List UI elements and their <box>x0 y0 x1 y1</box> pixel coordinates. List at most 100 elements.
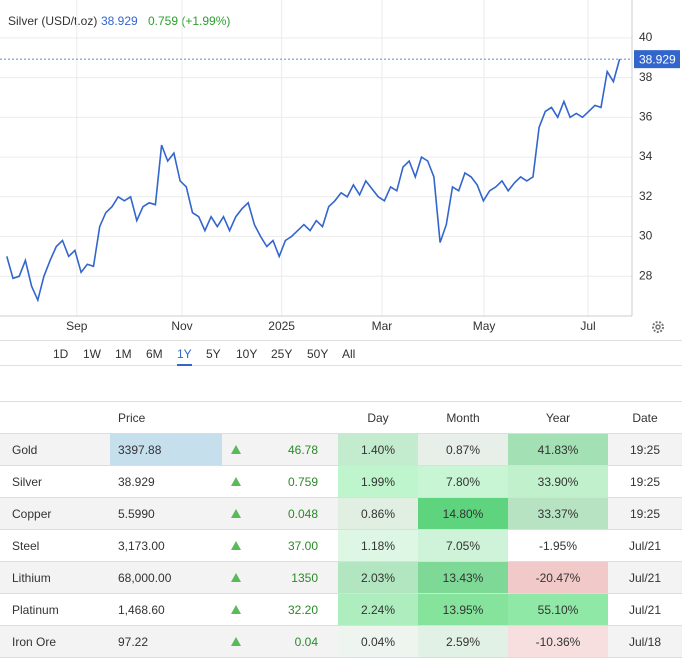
table-cell: 19:25 <box>608 465 682 498</box>
column-header <box>250 401 338 434</box>
table-cell: 3,173.00 <box>110 529 222 562</box>
up-arrow <box>222 433 250 466</box>
column-header: Price <box>110 401 222 434</box>
table-cell: 1350 <box>250 561 338 594</box>
column-header: Year <box>508 401 608 434</box>
up-arrow <box>222 497 250 530</box>
x-tick-label: Nov <box>171 319 192 333</box>
arrow-icon <box>231 444 241 454</box>
last-price-label: 38.929 <box>639 52 676 66</box>
x-tick-label: Mar <box>372 319 393 333</box>
table-row: Platinum 1,468.60 32.20 2.24% 13.95% 55.10% Ju… <box>0 593 682 626</box>
y-tick-label: 40 <box>639 30 653 44</box>
table-cell: 32.20 <box>250 593 338 626</box>
table-row: Silver 38.929 0.759 1.99% 7.80% 33.90% 19:25 <box>0 465 682 498</box>
price-line <box>6 58 621 303</box>
table-cell: 0.04% <box>338 625 418 658</box>
table-row: Steel 3,173.00 37.00 1.18% 7.05% -1.95% Jul/21 <box>0 529 682 562</box>
table-cell: Jul/18 <box>608 625 682 658</box>
table-cell: Gold <box>0 433 110 466</box>
column-header: Month <box>418 401 508 434</box>
table-cell: 3397.88 <box>110 433 222 466</box>
table-cell: Silver <box>0 465 110 498</box>
table-row: Iron Ore 97.22 0.04 0.04% 2.59% -10.36% Jul/18 <box>0 625 682 658</box>
up-arrow <box>222 529 250 562</box>
table-cell: Jul/21 <box>608 529 682 562</box>
table-cell: 41.83% <box>508 433 608 466</box>
table-cell: 1.99% <box>338 465 418 498</box>
y-tick-label: 34 <box>639 149 653 163</box>
table-row: Copper 5.5990 0.048 0.86% 14.80% 33.37% 19:25 <box>0 497 682 530</box>
table-cell: Jul/21 <box>608 593 682 626</box>
x-tick-label: 2025 <box>268 319 295 333</box>
x-tick-label: Jul <box>580 319 595 333</box>
table-cell: -1.95% <box>508 529 608 562</box>
table-cell: Jul/21 <box>608 561 682 594</box>
range-button[interactable]: 10Y <box>236 347 258 361</box>
column-header: Date <box>608 401 682 434</box>
change: 0.759 (+1.99%) <box>148 14 230 28</box>
table-cell: 38.929 <box>110 465 222 498</box>
y-tick-label: 28 <box>639 268 653 282</box>
table-cell: 0.86% <box>338 497 418 530</box>
range-button[interactable]: 50Y <box>307 347 329 361</box>
arrow-icon <box>231 572 241 582</box>
table-cell: 46.78 <box>250 433 338 466</box>
range-button[interactable]: All <box>342 347 356 361</box>
table-cell: 55.10% <box>508 593 608 626</box>
range-button[interactable]: 5Y <box>206 347 221 361</box>
range-button[interactable]: 1M <box>115 347 132 361</box>
range-button[interactable]: 1D <box>53 347 69 361</box>
range-button[interactable]: 1Y <box>177 347 192 366</box>
y-tick-label: 30 <box>639 229 653 243</box>
table-cell: 33.37% <box>508 497 608 530</box>
table-cell: 1.18% <box>338 529 418 562</box>
table-cell: 0.04 <box>250 625 338 658</box>
range-button[interactable]: 25Y <box>271 347 293 361</box>
table-cell: 13.43% <box>418 561 508 594</box>
table-cell: 2.59% <box>418 625 508 658</box>
table-cell: 97.22 <box>110 625 222 658</box>
y-tick-label: 38 <box>639 70 653 84</box>
x-tick-label: May <box>473 319 496 333</box>
range-bar: 1D 1W 1M 6M 1Y 5Y 10Y 25Y 50Y All <box>0 340 682 366</box>
arrow-icon <box>231 604 241 614</box>
table-cell: 33.90% <box>508 465 608 498</box>
table-cell: Copper <box>0 497 110 530</box>
range-button[interactable]: 1W <box>83 347 101 361</box>
arrow-icon <box>231 636 241 646</box>
table-cell: 19:25 <box>608 433 682 466</box>
x-tick-label: Sep <box>66 319 88 333</box>
table-cell: 19:25 <box>608 497 682 530</box>
table-cell: 37.00 <box>250 529 338 562</box>
table-cell: 1.40% <box>338 433 418 466</box>
table-cell: -20.47% <box>508 561 608 594</box>
up-arrow <box>222 625 250 658</box>
settings-icon[interactable] <box>652 321 664 333</box>
arrow-icon <box>231 476 241 486</box>
table-cell: 14.80% <box>418 497 508 530</box>
range-button[interactable]: 6M <box>146 347 163 361</box>
column-header <box>222 401 250 434</box>
arrow-icon <box>231 508 241 518</box>
y-tick-label: 32 <box>639 189 653 203</box>
table-row: Gold 3397.88 46.78 1.40% 0.87% 41.83% 19:25 <box>0 433 682 466</box>
table-cell: 2.03% <box>338 561 418 594</box>
last-price-box <box>634 50 680 69</box>
y-tick-label: 36 <box>639 110 653 124</box>
up-arrow <box>222 593 250 626</box>
price: 38.929 <box>101 14 138 28</box>
table-cell: Platinum <box>0 593 110 626</box>
table-cell: 0.759 <box>250 465 338 498</box>
arrow-icon <box>231 540 241 550</box>
table-cell: -10.36% <box>508 625 608 658</box>
table-cell: 0.87% <box>418 433 508 466</box>
table-cell: 68,000.00 <box>110 561 222 594</box>
table-row: Lithium 68,000.00 1350 2.03% 13.43% -20.47% Ju… <box>0 561 682 594</box>
table-cell: 0.048 <box>250 497 338 530</box>
chart-title: Silver (USD/t.oz) <box>8 14 97 28</box>
chart: Silver (USD/t.oz) 38.929 0.759 (+1.99%) … <box>0 0 680 333</box>
up-arrow <box>222 465 250 498</box>
table-cell: 1,468.60 <box>110 593 222 626</box>
